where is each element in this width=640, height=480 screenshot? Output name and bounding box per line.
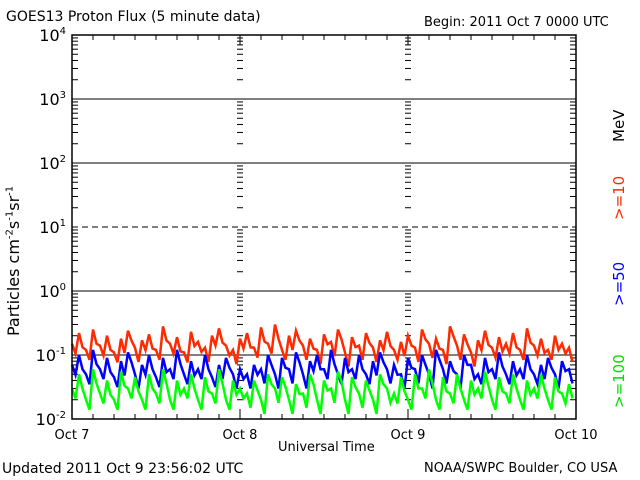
series-line-p50 — [70, 349, 574, 390]
y-tick-label: 101 — [39, 218, 66, 237]
y-label-text: Particles cm-2s-1sr-1 — [4, 185, 23, 336]
y-tick-label: 102 — [39, 154, 66, 173]
legend-p50: >=50 — [610, 261, 628, 306]
y-axis-label: Particles cm-2s-1sr-1 — [4, 186, 23, 336]
legend-p10: >=10 — [610, 175, 628, 220]
legend-unit: MeV — [610, 109, 628, 142]
y-tick-label: 104 — [39, 26, 66, 45]
x-tick-label: Oct 8 — [223, 428, 258, 443]
y-tick-label: 10-2 — [36, 410, 66, 429]
y-tick-label: 100 — [39, 282, 66, 301]
source-credit: NOAA/SWPC Boulder, CO USA — [424, 461, 618, 476]
x-tick-label: Oct 9 — [391, 428, 426, 443]
x-tick-label: Oct 10 — [554, 428, 597, 443]
chart-title: GOES13 Proton Flux (5 minute data) — [6, 9, 261, 25]
legend-p100: >=100 — [610, 354, 628, 408]
series-line-p10 — [70, 324, 574, 367]
updated-time: Updated 2011 Oct 9 23:56:02 UTC — [2, 461, 244, 477]
x-tick-label: Oct 7 — [55, 428, 90, 443]
y-tick-label: 10-1 — [36, 346, 66, 365]
x-axis-label: Universal Time — [278, 440, 375, 455]
y-tick-label: 103 — [39, 90, 66, 109]
series-line-p100 — [70, 368, 574, 415]
plot-frame — [71, 34, 577, 420]
begin-time: Begin: 2011 Oct 7 0000 UTC — [424, 15, 609, 30]
